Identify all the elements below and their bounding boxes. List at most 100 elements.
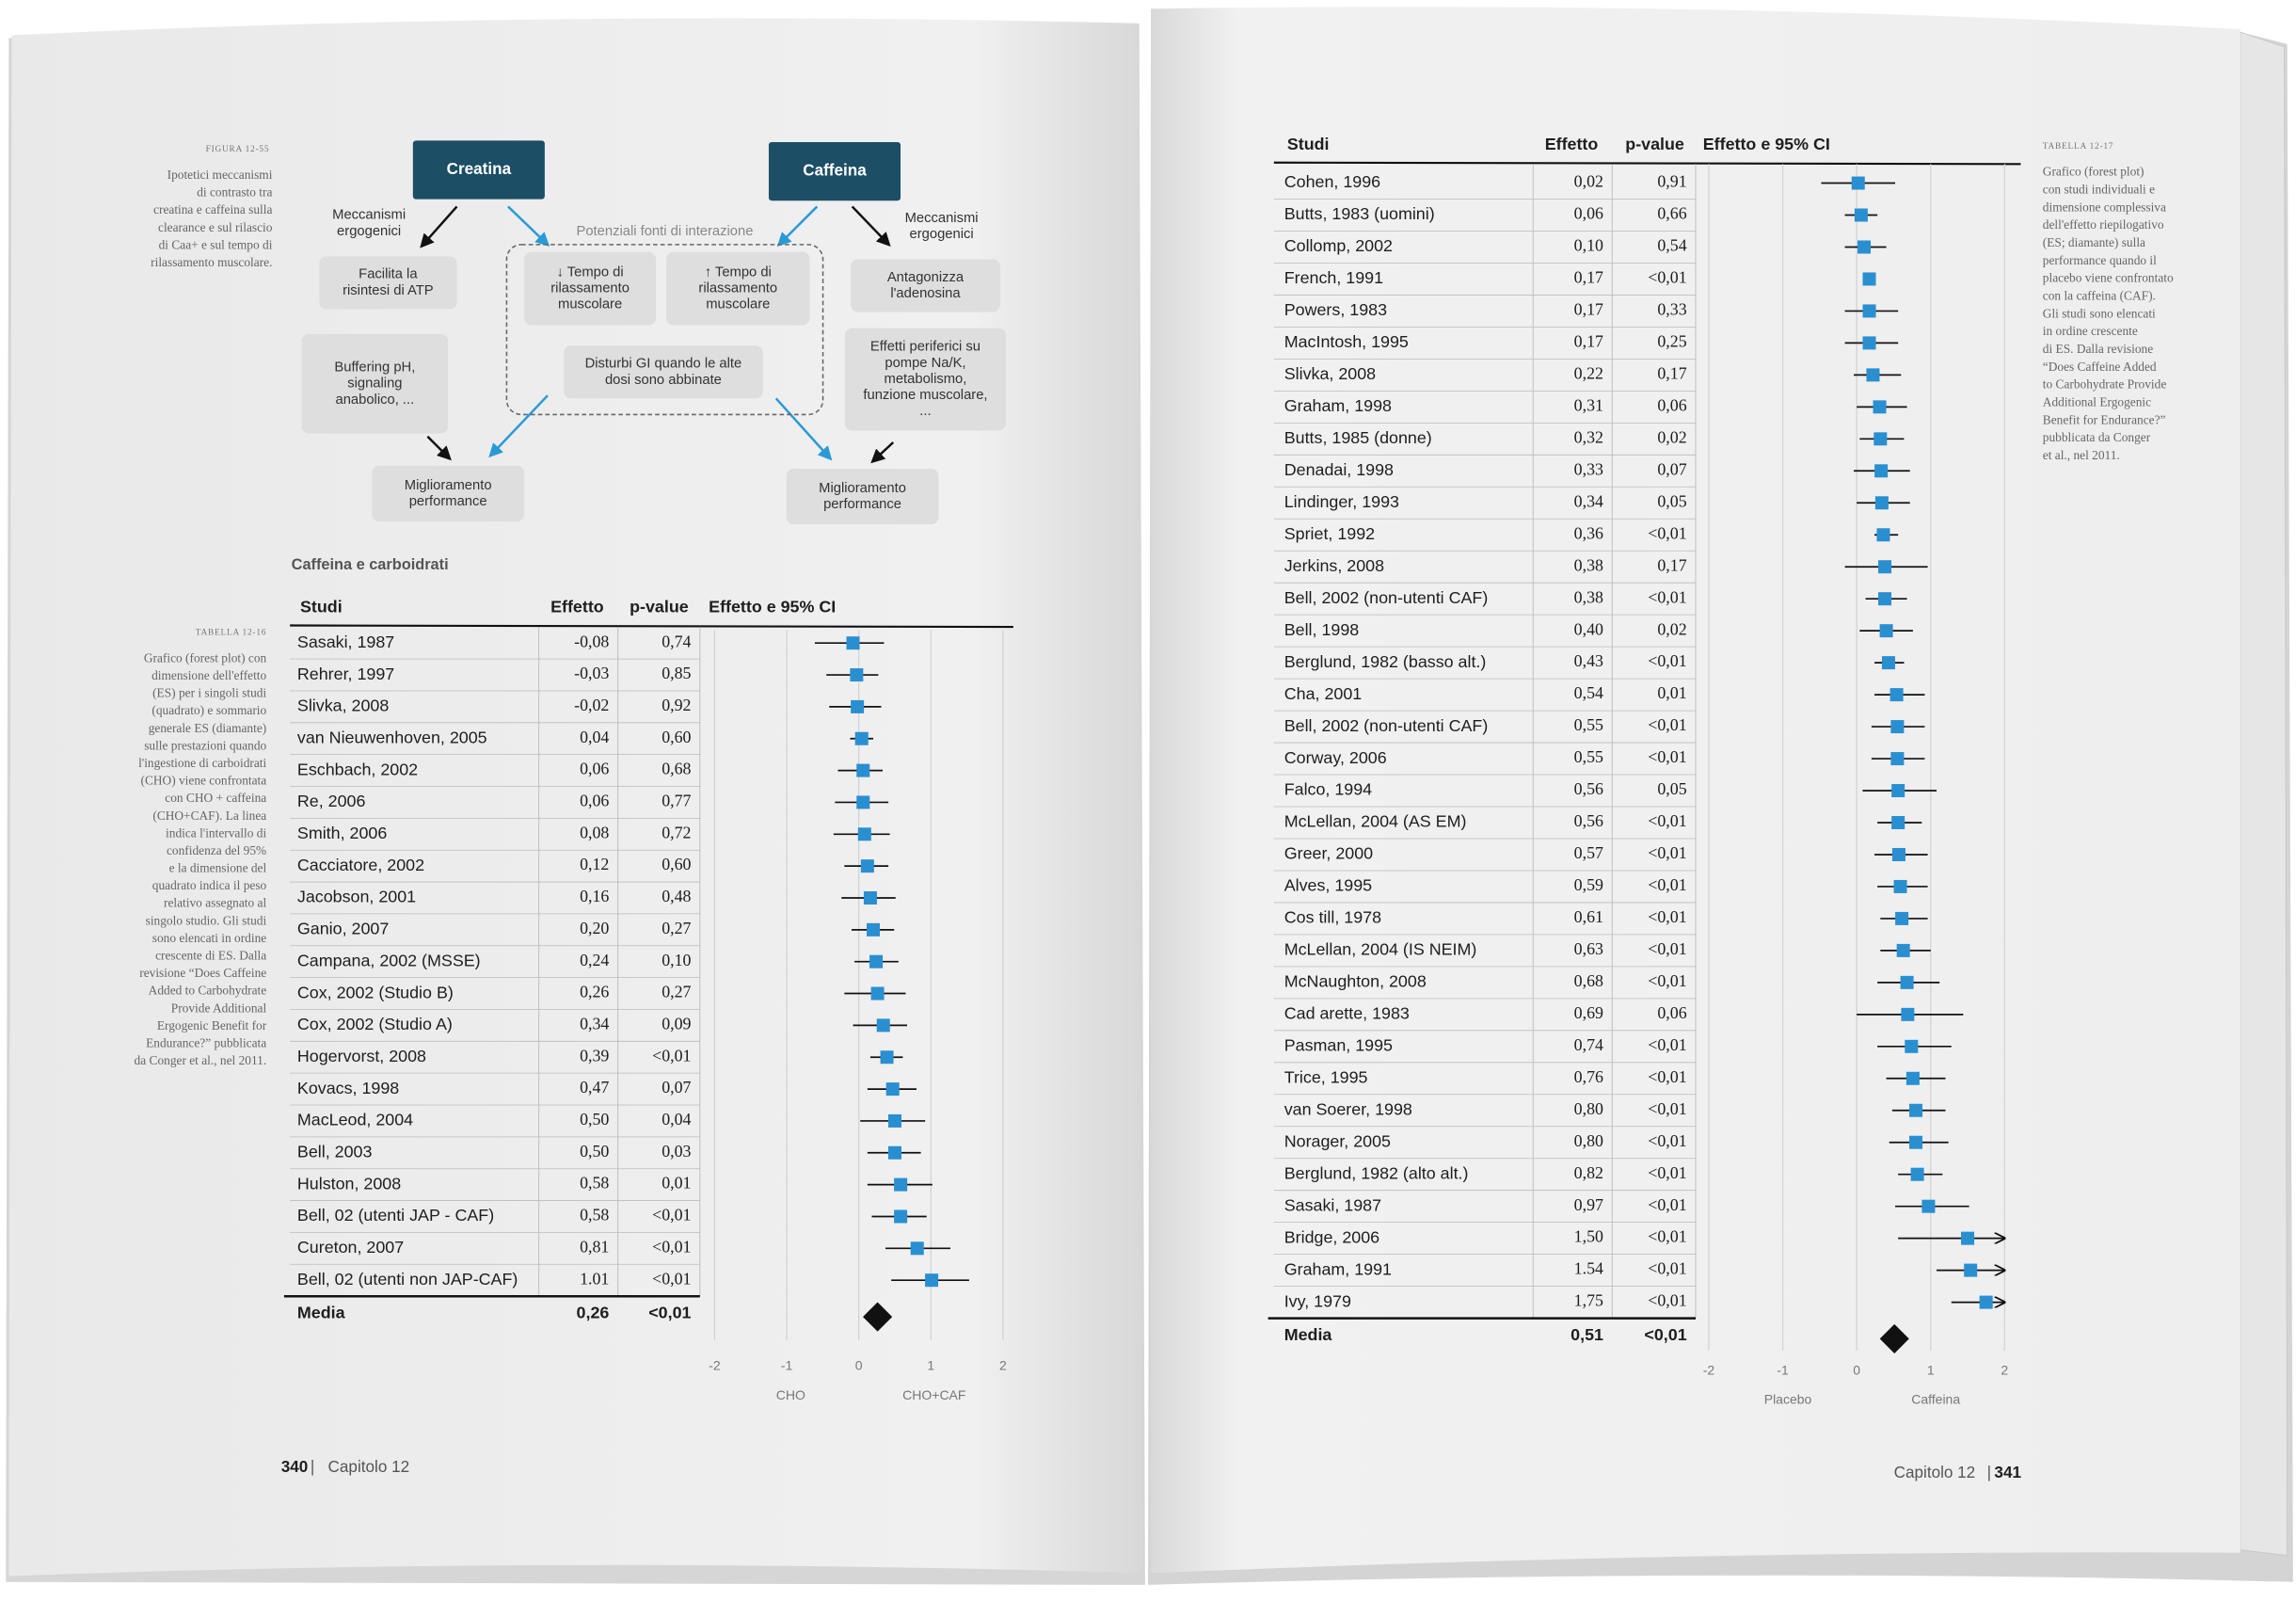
caption-line: di ES. Dalla revisione — [2043, 342, 2153, 356]
effect: 0,58 — [580, 1174, 609, 1193]
node-label: risintesi di ATP — [343, 283, 434, 298]
effect: 0,43 — [1574, 651, 1603, 670]
p-value: 0,91 — [1657, 172, 1686, 191]
page-edges — [2240, 31, 2288, 1557]
effect: 0,38 — [1574, 555, 1603, 574]
effect: 0,80 — [1574, 1131, 1603, 1150]
caption-line: dell'effetto riepilogativo — [2043, 217, 2164, 232]
x-tick-label: -1 — [1777, 1362, 1789, 1377]
caption-line: creatina e caffeina sulla — [153, 202, 272, 216]
effect-square — [863, 890, 877, 905]
effect-square — [1979, 1295, 1993, 1309]
caption-line: con la caffeina (CAF). — [2043, 289, 2156, 303]
effect: 0,26 — [580, 983, 609, 1001]
p-value: 0,10 — [662, 951, 691, 969]
study: van Nieuwenhoven, 2005 — [297, 728, 487, 746]
p-value: <0,01 — [1648, 651, 1686, 670]
effect-square — [860, 859, 874, 873]
effect: 0,12 — [580, 855, 609, 873]
node-primary — [768, 141, 901, 201]
axis-label: Caffeina — [1911, 1391, 1960, 1406]
caption-line: da Conger et al., nel 2011. — [135, 1053, 267, 1067]
effect-square — [1900, 975, 1914, 989]
node-label: l'adenosina — [890, 286, 961, 301]
caption-line: sono elencati in ordine — [152, 931, 267, 945]
caption-line: relativo assegnato al — [164, 896, 266, 910]
caption-line: di Caa+ e sul tempo di — [159, 238, 273, 252]
effect-square — [1878, 560, 1892, 574]
effect: 0,74 — [1574, 1035, 1603, 1054]
study: Graham, 1998 — [1284, 396, 1392, 415]
arrow — [507, 205, 550, 247]
caption-line: quadrato indica il peso — [152, 878, 267, 892]
effect-square — [1910, 1167, 1924, 1181]
effect: 0,06 — [580, 760, 609, 778]
p-value: 0,54 — [1657, 236, 1686, 255]
node — [844, 328, 1007, 431]
summary-effect: 0,26 — [577, 1304, 610, 1322]
study: Denadai, 1998 — [1284, 460, 1394, 479]
effect-square — [880, 1050, 894, 1065]
effect-square — [1879, 624, 1893, 638]
caption-line: Ipotetici meccanismi — [167, 168, 273, 182]
node-label: pompe Na/K, — [885, 356, 965, 371]
caption-line: Additional Ergogenic — [2043, 395, 2151, 409]
p-value: <0,01 — [652, 1206, 691, 1225]
p-value: <0,01 — [1648, 971, 1686, 990]
caption-line: l'ingestione di carboidrati — [138, 756, 266, 770]
study: Bell, 2002 (non-utenti CAF) — [1284, 716, 1489, 735]
effect-square — [1909, 1135, 1923, 1149]
study: Cohen, 1996 — [1284, 172, 1380, 191]
node-label: Antagonizza — [887, 270, 965, 285]
study: Bell, 2002 (non-utenti CAF) — [1284, 588, 1489, 607]
interaction-box — [505, 244, 824, 416]
caption-line: con studi individuali e — [2043, 183, 2155, 197]
node — [666, 251, 810, 326]
axis-label: CHO+CAF — [902, 1387, 965, 1402]
caption-line: Gli studi sono elencati — [2043, 306, 2156, 320]
effect-square — [854, 731, 869, 745]
caption-line: Benefit for Endurance?” — [2043, 412, 2166, 426]
effect: 0,55 — [1574, 715, 1603, 734]
caption-line: in ordine crescente — [2043, 324, 2138, 338]
effect: 0,17 — [1574, 268, 1603, 287]
node-label: Meccanismi — [905, 211, 979, 226]
study: MacIntosh, 1995 — [1284, 332, 1409, 351]
study: Pasman, 1995 — [1284, 1036, 1393, 1055]
study: Smith, 2006 — [297, 824, 387, 842]
effect: 0,54 — [1574, 683, 1603, 702]
caption-line: Grafico (forest plot) — [2043, 165, 2145, 179]
effect-square — [1921, 1199, 1936, 1213]
effect: 0,40 — [1574, 619, 1603, 638]
caption-line: (ES; diamante) sulla — [2043, 235, 2145, 249]
p-value: <0,01 — [652, 1237, 691, 1256]
caption-line: crescente di ES. Dalla — [155, 949, 266, 963]
p-value: <0,01 — [1648, 875, 1686, 894]
caption-line: dimensione dell'effetto — [151, 668, 266, 682]
caption-line: generale ES (diamante) — [149, 721, 267, 735]
effect-square — [1874, 464, 1889, 478]
axis-label: Placebo — [1764, 1391, 1812, 1406]
node-label: ... — [919, 404, 931, 419]
effect: 1,75 — [1574, 1291, 1603, 1310]
effect-square — [1851, 176, 1865, 190]
p-value: 0,02 — [1657, 427, 1686, 446]
p-value: 0,01 — [662, 1174, 691, 1193]
caption-line: Provide Additional — [171, 1001, 267, 1015]
effect: 0,63 — [1574, 939, 1603, 958]
study: Kovacs, 1998 — [297, 1079, 399, 1097]
x-tick-label: 0 — [855, 1358, 863, 1373]
effect-square — [1862, 304, 1876, 318]
summary-p: <0,01 — [1644, 1325, 1686, 1344]
x-tick-label: 2 — [999, 1358, 1007, 1373]
p-value: 0,07 — [1657, 459, 1686, 478]
node-label: Effetti periferici su — [870, 340, 981, 355]
effect: 0,31 — [1574, 395, 1603, 414]
node-label: muscolare — [558, 297, 622, 312]
study: Cad arette, 1983 — [1284, 1004, 1410, 1023]
p-value: 0,07 — [662, 1078, 691, 1097]
x-tick-label: -1 — [781, 1358, 793, 1373]
separator: | — [311, 1458, 314, 1476]
effect: 0,58 — [580, 1206, 609, 1225]
